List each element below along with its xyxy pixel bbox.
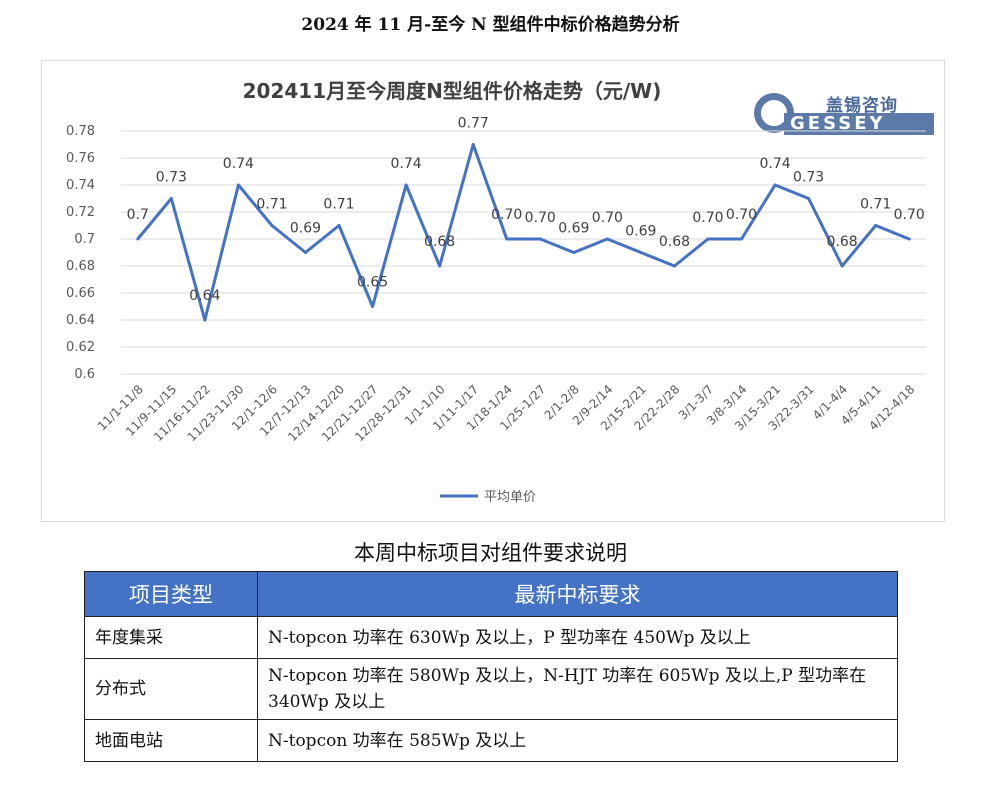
data-label: 0.70 — [894, 207, 925, 223]
data-point — [505, 237, 509, 241]
data-point — [169, 197, 173, 200]
y-tick-label: 0.6 — [74, 367, 95, 382]
data-label: 0.74 — [223, 156, 254, 172]
data-point — [874, 224, 878, 227]
y-tick-label: 0.64 — [66, 313, 95, 328]
data-point — [471, 143, 475, 146]
data-point — [907, 237, 911, 241]
data-label: 0.70 — [726, 207, 757, 223]
data-label: 0.73 — [156, 170, 187, 186]
data-label: 0.70 — [692, 210, 723, 226]
y-tick-label: 0.78 — [66, 124, 95, 139]
y-tick-label: 0.66 — [66, 286, 95, 301]
data-point — [706, 237, 710, 241]
data-label: 0.73 — [793, 170, 824, 186]
data-point — [303, 251, 307, 254]
row-type: 地面电站 — [84, 719, 258, 762]
data-label: 0.70 — [592, 210, 623, 226]
legend-label: 平均单价 — [484, 490, 536, 505]
data-point — [605, 237, 609, 241]
logo-chinese-text: 盖锡咨询 — [826, 96, 898, 116]
data-label: 0.74 — [759, 156, 790, 172]
data-label: 0.7 — [127, 207, 149, 223]
data-label: 0.74 — [391, 156, 422, 172]
data-point — [672, 264, 676, 268]
y-tick-label: 0.72 — [66, 205, 95, 220]
data-point — [740, 237, 744, 241]
requirements-title: 本周中标项目对组件要求说明 — [354, 541, 627, 565]
logo-english-text: GESSEY — [790, 113, 886, 134]
header-project-type: 项目类型 — [84, 571, 258, 617]
data-point — [371, 305, 375, 308]
data-label: 0.70 — [491, 207, 522, 223]
row-type: 年度集采 — [84, 616, 258, 659]
data-point — [538, 237, 542, 241]
data-label: 0.71 — [256, 197, 287, 213]
chart-title: 202411月至今周度N型组件价格走势（元/W) — [242, 79, 662, 103]
data-point — [639, 251, 643, 254]
y-tick-label: 0.68 — [66, 259, 95, 274]
data-point — [337, 224, 341, 227]
line-chart-plot: 0.60.620.640.660.680.70.720.740.760.7811… — [66, 116, 926, 505]
data-label: 0.68 — [659, 234, 690, 250]
data-label: 0.69 — [290, 221, 321, 237]
y-tick-label: 0.74 — [66, 178, 95, 193]
table-row: 地面电站 N-topcon 功率在 585Wp 及以上 — [84, 719, 898, 762]
data-point — [572, 251, 576, 254]
y-tick-label: 0.7 — [74, 232, 95, 247]
data-point — [136, 237, 140, 241]
row-requirement: N-topcon 功率在 630Wp 及以上，P 型功率在 450Wp 及以上 — [257, 616, 898, 659]
data-label: 0.77 — [458, 116, 489, 132]
data-label: 0.64 — [189, 288, 220, 304]
data-point — [404, 183, 408, 187]
header-latest-requirement: 最新中标要求 — [257, 571, 898, 617]
document-title: 2024 年 11 月-至今 N 型组件中标价格趋势分析 — [301, 15, 680, 35]
table-row: 分布式 N-topcon 功率在 580Wp 及以上，N-HJT 功率在 605… — [84, 658, 898, 720]
data-point — [236, 183, 240, 187]
data-point — [773, 183, 777, 187]
data-label: 0.68 — [827, 234, 858, 250]
data-label: 0.71 — [323, 197, 354, 213]
data-point — [203, 318, 207, 322]
data-point — [438, 264, 442, 268]
data-label: 0.70 — [525, 210, 556, 226]
data-point — [807, 197, 811, 200]
table-row: 年度集采 N-topcon 功率在 630Wp 及以上，P 型功率在 450Wp… — [84, 616, 898, 659]
data-label: 0.68 — [424, 234, 455, 250]
gessey-logo: 盖锡咨询 GESSEY — [754, 91, 936, 137]
row-type: 分布式 — [84, 658, 258, 720]
data-label: 0.69 — [558, 221, 589, 237]
data-label: 0.69 — [625, 224, 656, 240]
series-line — [136, 143, 910, 322]
data-point — [270, 224, 274, 227]
data-label: 0.71 — [860, 197, 891, 213]
requirements-table: 项目类型 最新中标要求 年度集采 N-topcon 功率在 630Wp 及以上，… — [84, 571, 898, 762]
chart-container: 202411月至今周度N型组件价格走势（元/W) 盖锡咨询 GESSEY 0.6… — [41, 60, 945, 522]
data-point — [840, 264, 844, 268]
y-tick-label: 0.76 — [66, 151, 95, 166]
row-requirement: N-topcon 功率在 585Wp 及以上 — [257, 719, 898, 762]
row-requirement: N-topcon 功率在 580Wp 及以上，N-HJT 功率在 605Wp 及… — [257, 658, 898, 720]
data-label: 0.65 — [357, 275, 388, 291]
table-header-row: 项目类型 最新中标要求 — [84, 571, 898, 617]
y-tick-label: 0.62 — [66, 340, 95, 355]
logo-bar — [784, 113, 934, 135]
